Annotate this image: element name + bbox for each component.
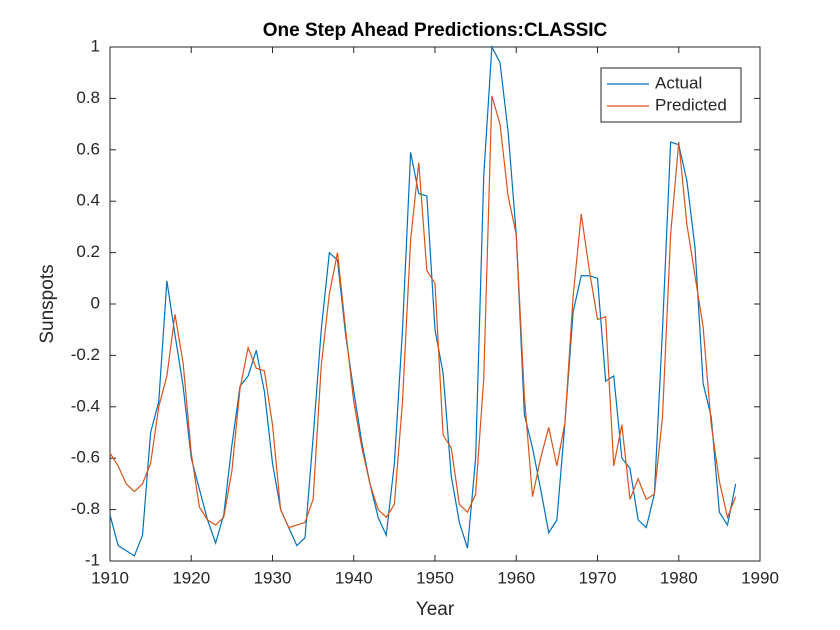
y-tick-label: -0.8 [71, 499, 100, 518]
x-tick-label: 1970 [579, 568, 617, 587]
y-tick-label: 0.2 [76, 242, 100, 261]
x-tick-label: 1950 [416, 568, 454, 587]
data-line [109, 44, 737, 557]
x-tick-label: 1930 [254, 568, 292, 587]
x-tick-label: 1960 [497, 568, 535, 587]
y-tick-label: 0.4 [76, 191, 100, 210]
plot-area [109, 46, 761, 562]
y-axis-label: Sunspots [37, 264, 58, 343]
y-tick-label: -0.2 [71, 345, 100, 364]
chart-title: One Step Ahead Predictions:CLASSIC [263, 20, 608, 41]
data-line [109, 95, 737, 529]
legend-box [600, 67, 742, 123]
x-tick-label: 1940 [335, 568, 373, 587]
y-tick-label: 0.6 [76, 139, 100, 158]
x-tick-label: 1920 [172, 568, 210, 587]
y-tick-label: 0.8 [76, 88, 100, 107]
x-axis-label: Year [416, 599, 455, 620]
y-tick-label: -0.6 [71, 448, 100, 467]
legend-label: Predicted [655, 95, 727, 114]
y-tick-label: -0.4 [71, 396, 100, 415]
legend-label: Actual [655, 73, 702, 92]
x-tick-label: 1980 [660, 568, 698, 587]
y-tick-label: -1 [85, 550, 100, 569]
y-tick-label: 0 [91, 293, 100, 312]
x-tick-label: 1990 [741, 568, 779, 587]
y-tick-label: 1 [91, 36, 100, 55]
x-tick-label: 1910 [91, 568, 129, 587]
